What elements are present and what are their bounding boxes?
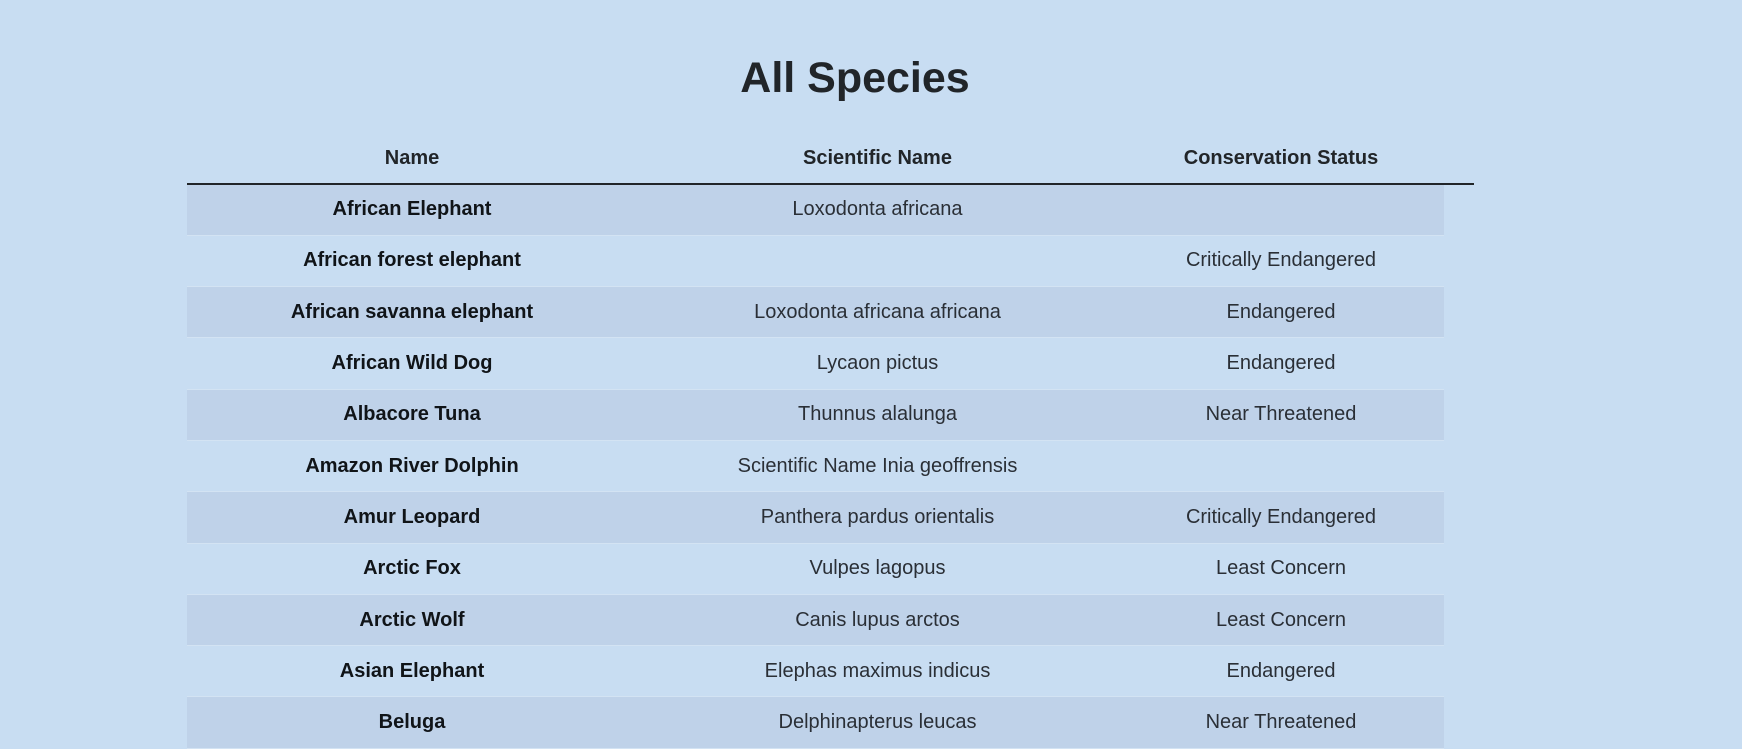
table-header: Name Scientific Name Conservation Status xyxy=(187,136,1474,184)
row-spacer xyxy=(1444,287,1474,338)
table-row: African savanna elephant Loxodonta afric… xyxy=(187,286,1474,339)
conservation-status: Least Concern xyxy=(1118,594,1444,647)
table-row: Albacore Tuna Thunnus alalunga Near Thre… xyxy=(187,389,1474,441)
conservation-status: Least Concern xyxy=(1118,543,1444,595)
scientific-name: Canis lupus arctos xyxy=(637,594,1118,647)
species-table-container: Name Scientific Name Conservation Status… xyxy=(187,136,1474,749)
scientific-name: Panthera pardus orientalis xyxy=(637,491,1118,544)
row-spacer xyxy=(1444,338,1474,389)
page-title: All Species xyxy=(740,54,970,102)
conservation-status: Endangered xyxy=(1118,645,1444,698)
column-header-spacer xyxy=(1444,136,1474,184)
scientific-name: Thunnus alalunga xyxy=(637,389,1118,441)
scientific-name: Scientific Name Inia geoffrensis xyxy=(637,440,1118,493)
species-name: Arctic Fox xyxy=(187,543,637,595)
column-header-name: Name xyxy=(384,147,440,169)
row-spacer xyxy=(1444,492,1474,543)
conservation-status: Critically Endangered xyxy=(1118,235,1444,288)
species-name: Albacore Tuna xyxy=(187,389,637,441)
table-body: African Elephant Loxodonta africana Afri… xyxy=(187,184,1474,749)
conservation-status: Endangered xyxy=(1118,286,1444,339)
scientific-name xyxy=(637,235,1118,288)
conservation-status xyxy=(1118,440,1444,493)
table-row: Asian Elephant Elephas maximus indicus E… xyxy=(187,645,1474,698)
row-spacer xyxy=(1444,235,1474,286)
scientific-name: Delphinapterus leucas xyxy=(637,696,1118,749)
row-spacer xyxy=(1444,389,1474,440)
table-row: Amur Leopard Panthera pardus orientalis … xyxy=(187,491,1474,544)
species-name: Amazon River Dolphin xyxy=(187,440,637,493)
row-spacer xyxy=(1444,543,1474,594)
table-header-row: Name Scientific Name Conservation Status xyxy=(187,136,1474,184)
species-name: Amur Leopard xyxy=(187,491,637,544)
species-table: Name Scientific Name Conservation Status… xyxy=(187,136,1474,749)
scientific-name: Loxodonta africana xyxy=(637,184,1118,236)
row-spacer xyxy=(1444,440,1474,491)
table-row: African forest elephant Critically Endan… xyxy=(187,235,1474,288)
species-name: African Wild Dog xyxy=(187,337,637,390)
row-spacer xyxy=(1444,697,1474,748)
row-spacer xyxy=(1444,184,1474,235)
table-row: Arctic Wolf Canis lupus arctos Least Con… xyxy=(187,594,1474,647)
conservation-status: Near Threatened xyxy=(1118,389,1444,441)
table-row: African Elephant Loxodonta africana xyxy=(187,184,1474,236)
conservation-status xyxy=(1118,184,1444,236)
scientific-name: Loxodonta africana africana xyxy=(637,286,1118,339)
column-header-scientific-name: Scientific Name xyxy=(803,147,952,169)
species-name: African savanna elephant xyxy=(187,286,637,339)
table-row: Arctic Fox Vulpes lagopus Least Concern xyxy=(187,543,1474,595)
row-spacer xyxy=(1444,646,1474,697)
conservation-status: Near Threatened xyxy=(1118,696,1444,749)
column-header-conservation-status: Conservation Status xyxy=(1183,147,1379,169)
scientific-name: Elephas maximus indicus xyxy=(637,645,1118,698)
conservation-status: Endangered xyxy=(1118,337,1444,390)
scientific-name: Lycaon pictus xyxy=(637,337,1118,390)
species-name: Beluga xyxy=(187,696,637,749)
species-name: Arctic Wolf xyxy=(187,594,637,647)
species-name: African forest elephant xyxy=(187,235,637,288)
row-spacer xyxy=(1444,594,1474,645)
table-row: Beluga Delphinapterus leucas Near Threat… xyxy=(187,696,1474,749)
species-name: Asian Elephant xyxy=(187,645,637,698)
species-name: African Elephant xyxy=(187,184,637,236)
table-row: Amazon River Dolphin Scientific Name Ini… xyxy=(187,440,1474,493)
table-row: African Wild Dog Lycaon pictus Endangere… xyxy=(187,337,1474,390)
scientific-name: Vulpes lagopus xyxy=(637,543,1118,595)
conservation-status: Critically Endangered xyxy=(1118,491,1444,544)
